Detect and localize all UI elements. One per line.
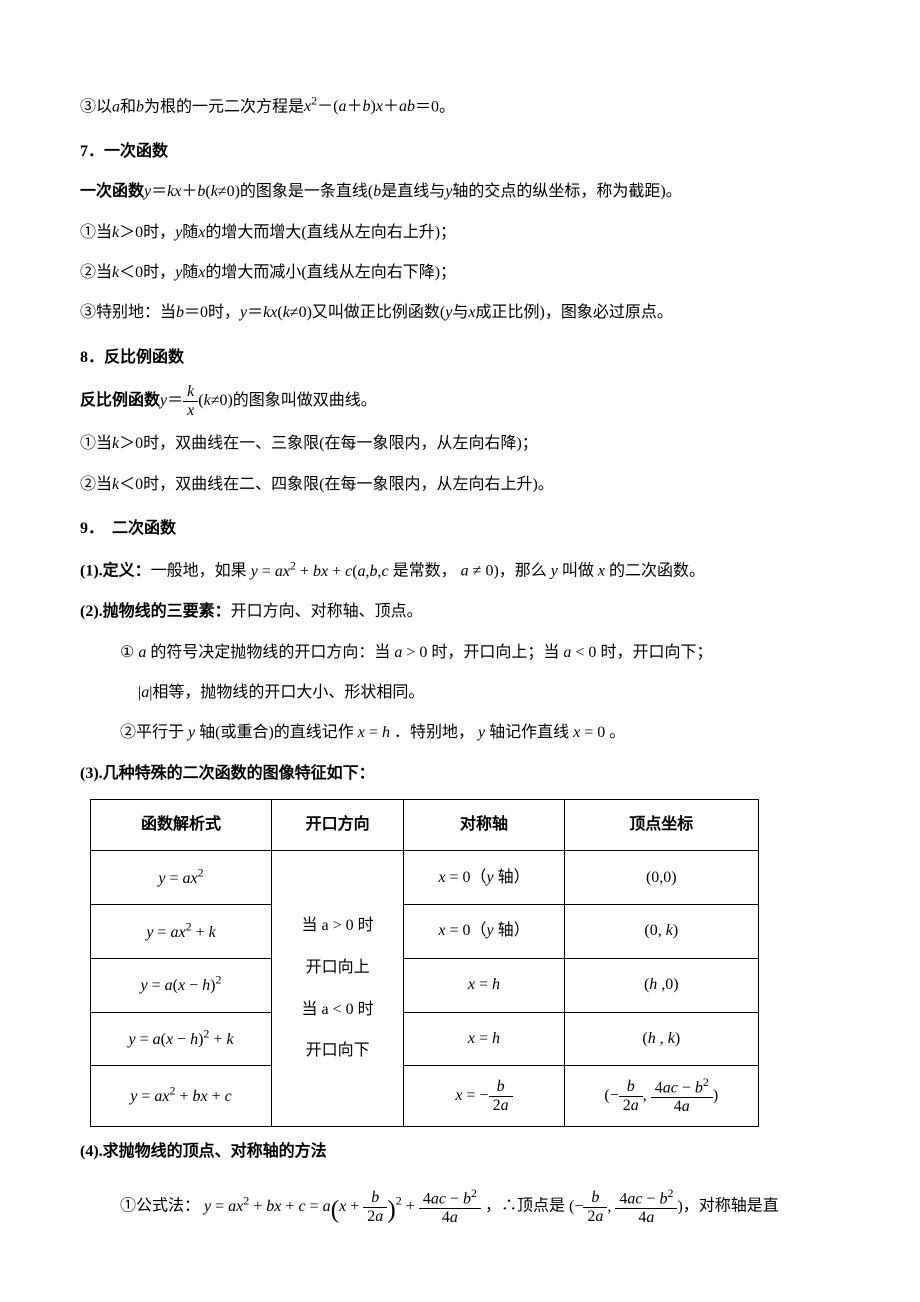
th-axis: 对称轴	[404, 800, 565, 851]
heading-7: 7．一次函数	[80, 137, 840, 167]
var-a: a	[112, 98, 120, 115]
cell-expr-4: y = a(x − h)2 + k	[91, 1012, 272, 1066]
linear-case-3: ③特别地：当b＝0时，y＝kx(k≠0)又叫做正比例函数(y与x成正比例)，图象…	[80, 298, 840, 328]
cell-expr-2: y = ax2 + k	[91, 905, 272, 959]
cell-expr-3: y = a(x − h)2	[91, 958, 272, 1012]
heading-8: 8．反比例函数	[80, 343, 840, 373]
eq-vertex-form: y = ax2 + bx + c = a(x + b2a)2 + 4ac − b…	[204, 1198, 485, 1215]
cell-axis-3: x = h	[404, 958, 565, 1012]
cell-expr-1: y = ax2	[91, 851, 272, 905]
linear-case-1: ①当k＞0时，y随x的增大而增大(直线从左向右上升)；	[80, 218, 840, 248]
heading-9: 9． 二次函数	[80, 514, 840, 544]
cell-axis-1: x = 0（y 轴）	[404, 851, 565, 905]
eq-vertex-pt: (−b2a, 4ac − b24a)	[569, 1198, 683, 1215]
cell-axis-5: x = −b2a	[404, 1066, 565, 1127]
eq-roots: x2－(a＋b)x＋ab	[304, 98, 415, 115]
quad-vertex-title: (4).求抛物线的顶点、对称轴的方法	[80, 1137, 840, 1167]
table-row: y = ax2 + bx + c x = −b2a (−b2a, 4ac − b…	[91, 1066, 759, 1127]
cell-expr-5: y = ax2 + bx + c	[91, 1066, 272, 1127]
quad-open-2: |a|相等，抛物线的开口大小、形状相同。	[80, 678, 840, 708]
th-open: 开口方向	[272, 800, 404, 851]
table-header-row: 函数解析式 开口方向 对称轴 顶点坐标	[91, 800, 759, 851]
cell-open-merged: 当 a > 0 时 开口向上 当 a < 0 时 开口向下	[272, 851, 404, 1126]
quad-three-elements: (2).抛物线的三要素：开口方向、对称轴、顶点。	[80, 597, 840, 627]
eq-quad: y = ax2 + bx + c(a,b,c	[251, 563, 393, 580]
table-row: y = a(x − h)2 x = h (h ,0)	[91, 958, 759, 1012]
th-expr: 函数解析式	[91, 800, 272, 851]
inverse-case-1: ①当k＞0时，双曲线在一、三象限(在每一象限内，从左向右降)；	[80, 429, 840, 459]
table-row: y = ax2 当 a > 0 时 开口向上 当 a < 0 时 开口向下 x …	[91, 851, 759, 905]
item-3: ③以a和b为根的一元二次方程是x2－(a＋b)x＋ab＝0。	[80, 90, 840, 123]
inverse-def: 反比例函数y＝kx(k≠0)的图象叫做双曲线。	[80, 383, 840, 419]
table-row: y = ax2 + k x = 0（y 轴） (0, k)	[91, 905, 759, 959]
cell-vertex-1: (0,0)	[564, 851, 758, 905]
linear-def: 一次函数y＝kx＋b(k≠0)的图象是一条直线(b是直线与y轴的交点的纵坐标，称…	[80, 177, 840, 207]
inverse-case-2: ②当k＜0时，双曲线在二、四象限(在每一象限内，从左向右上升)。	[80, 470, 840, 500]
cell-vertex-5: (−b2a, 4ac − b24a)	[564, 1066, 758, 1127]
abs-a: |a|	[138, 684, 152, 701]
quad-open-1: ① a 的符号决定抛物线的开口方向：当 a > 0 时，开口向上；当 a < 0…	[80, 638, 840, 668]
eq-linear: y＝kx＋b(k≠0)	[144, 183, 240, 200]
cell-vertex-2: (0, k)	[564, 905, 758, 959]
quad-table-title: (3).几种特殊的二次函数的图像特征如下：	[80, 759, 840, 789]
quad-forms-table: 函数解析式 开口方向 对称轴 顶点坐标 y = ax2 当 a > 0 时 开口…	[90, 799, 759, 1127]
quad-def: (1).定义：一般地，如果 y = ax2 + bx + c(a,b,c 是常数…	[80, 554, 840, 587]
eq-inverse: y＝kx(k≠0)	[160, 392, 233, 409]
cell-vertex-3: (h ,0)	[564, 958, 758, 1012]
linear-case-2: ②当k＜0时，y随x的增大而减小(直线从左向右下降)；	[80, 258, 840, 288]
quad-axis: ②平行于 y 轴(或重合)的直线记作 x = h ．特别地， y 轴记作直线 x…	[80, 718, 840, 748]
table-row: y = a(x − h)2 + k x = h (h , k)	[91, 1012, 759, 1066]
cell-vertex-4: (h , k)	[564, 1012, 758, 1066]
cell-axis-4: x = h	[404, 1012, 565, 1066]
quad-formula-method: ①公式法： y = ax2 + bx + c = a(x + b2a)2 + 4…	[80, 1185, 840, 1234]
cell-axis-2: x = 0（y 轴）	[404, 905, 565, 959]
eq-prop: y＝kx(k≠0)	[240, 304, 312, 321]
th-vertex: 顶点坐标	[564, 800, 758, 851]
var-b: b	[136, 98, 144, 115]
